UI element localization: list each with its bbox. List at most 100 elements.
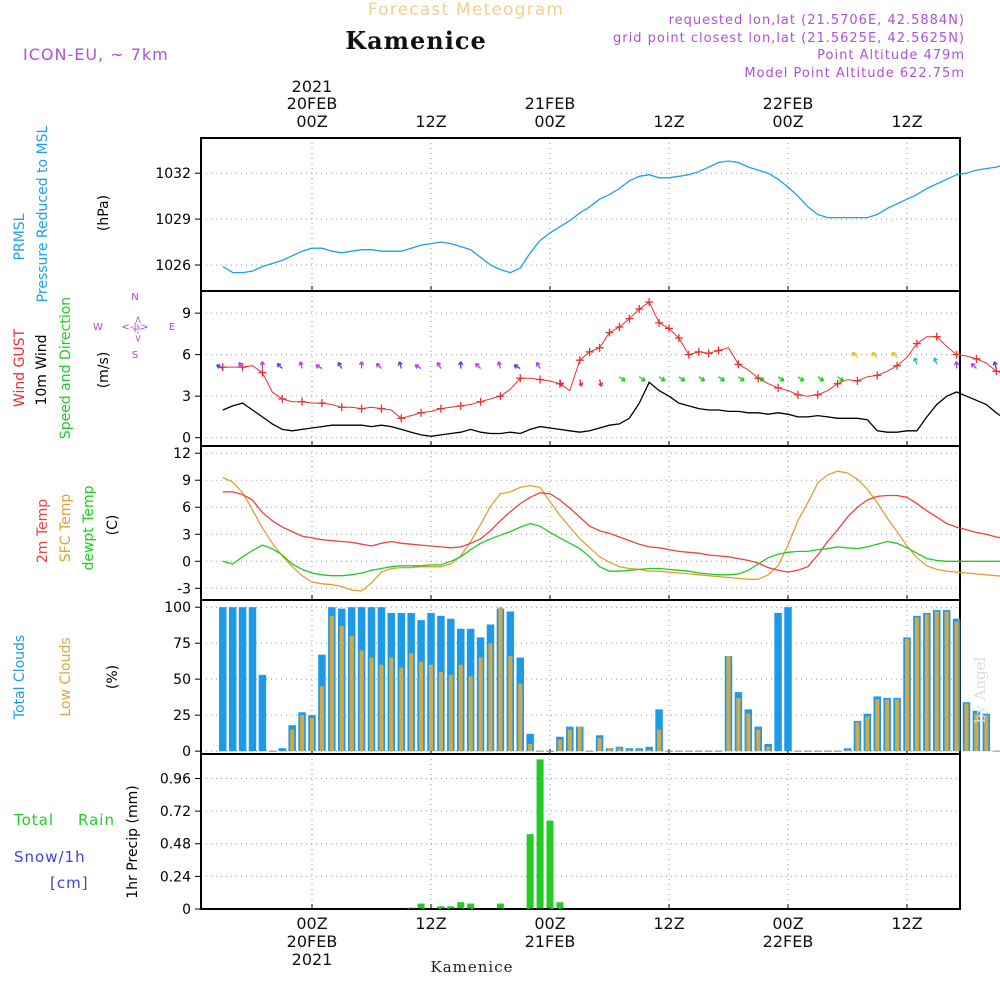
ytick-label: 12 <box>173 446 191 462</box>
low-cloud-bar <box>895 699 900 752</box>
wind-direction-arrow <box>757 376 765 382</box>
ytick-label: 50 <box>173 672 191 688</box>
ytick-label: 6 <box>182 348 191 364</box>
pressure-msl-label: Pressure Reduced to MSL <box>35 125 51 302</box>
compass-n: N <box>131 292 138 303</box>
wind-direction-arrow <box>891 351 898 358</box>
low-cloud-bar <box>875 699 880 752</box>
temp2m-line <box>222 491 1000 573</box>
low-cloud-bar <box>746 713 751 752</box>
arrow-head <box>436 361 442 367</box>
arrow-head <box>315 364 320 369</box>
total-cloud-bar <box>784 607 792 752</box>
arrow-head <box>779 376 785 382</box>
bottom-hour-label: 12Z <box>653 914 684 933</box>
sfc-temp-line <box>222 470 1000 592</box>
total-cloud-bar <box>278 748 286 752</box>
wind-direction-arrow <box>871 351 878 358</box>
clouds-unit: (%) <box>105 665 121 689</box>
low-cloud-bar <box>557 739 562 752</box>
arrow-head <box>375 362 381 368</box>
wind-direction-arrow <box>436 361 442 369</box>
arrow-head <box>298 361 304 366</box>
gust-marker <box>992 367 1000 376</box>
gust-marker <box>417 408 426 417</box>
footer-station: Kamenice <box>431 958 514 976</box>
arrow-head <box>216 364 221 369</box>
dewpt-label: dewpt Temp <box>81 485 97 570</box>
wind-direction-arrow <box>851 351 858 358</box>
total-cloud-bar <box>238 607 247 752</box>
arrow-head <box>397 361 403 366</box>
wind-direction-arrow <box>678 376 686 382</box>
rain-bar <box>457 902 465 909</box>
arrow-head <box>414 364 420 369</box>
requested-coords: requested lon,lat (21.5706E, 42.5884N) <box>669 13 965 28</box>
gust-marker <box>813 390 822 399</box>
wind-direction-arrow <box>913 357 919 365</box>
ytick-label: 100 <box>164 600 191 616</box>
low-cloud-bar <box>399 667 404 752</box>
ytick-label: 9 <box>182 473 191 489</box>
wind-direction-arrow <box>932 357 938 365</box>
low-cloud-bar <box>448 674 453 752</box>
arrow-head <box>496 361 502 366</box>
low-cloud-bar <box>419 661 424 752</box>
gust-marker <box>694 347 703 356</box>
gust-marker <box>655 318 664 327</box>
top-hour-label: 00Z <box>534 112 565 131</box>
low-clouds-label: Low Clouds <box>58 637 74 716</box>
low-cloud-bar <box>409 653 414 752</box>
arrow-head <box>720 376 725 382</box>
rain-bar <box>536 759 544 909</box>
low-cloud-bar <box>567 729 572 752</box>
dewpt-line <box>222 522 1000 577</box>
arrow-head <box>358 361 365 366</box>
wind-direction-arrow <box>658 376 666 382</box>
compass-vertical: <-|-> <box>132 315 143 342</box>
bottom-hour-label: 00Z <box>296 914 327 933</box>
low-cloud-bar <box>329 615 334 752</box>
gust-marker <box>595 343 604 352</box>
wind-direction-arrow <box>298 361 304 369</box>
arrow-head <box>337 361 343 367</box>
bottom-hour-label: 00Z <box>534 914 565 933</box>
total-cloud-bar <box>526 733 534 752</box>
ytick-label: 1026 <box>155 258 191 274</box>
ytick-label: 0 <box>182 744 191 760</box>
ytick-label: 0.24 <box>160 869 191 885</box>
wind-gust-line <box>222 301 1000 419</box>
compass-w: W <box>93 322 103 333</box>
snow-cm-label: [cm] <box>50 874 89 892</box>
gust-marker <box>298 397 307 406</box>
gust-marker <box>793 390 802 399</box>
low-cloud-bar <box>964 703 969 752</box>
compass-s: S <box>132 350 138 361</box>
gust-marker <box>357 404 366 413</box>
top-hour-label: 12Z <box>891 112 922 131</box>
sfc-temp-label: SFC Temp <box>58 494 74 563</box>
low-cloud-bar <box>647 749 652 752</box>
rain-bar <box>526 834 534 909</box>
wind-direction-arrow <box>837 376 844 382</box>
panel-frame <box>200 445 961 601</box>
arrow-head <box>891 351 897 357</box>
arrow-head <box>700 376 706 382</box>
low-cloud-bar <box>389 657 394 752</box>
low-cloud-bar <box>657 729 662 752</box>
wind-direction-arrow <box>475 362 482 369</box>
temp-unit: (C) <box>105 515 121 536</box>
arrow-head <box>640 376 646 382</box>
wind-direction-arrow <box>513 364 521 370</box>
wind-direction-arrow <box>797 376 805 382</box>
gust-marker <box>714 346 723 355</box>
bottom-day-label: 21FEB <box>525 932 576 951</box>
compass-horizontal: <-|-> <box>121 322 148 333</box>
low-cloud-bar <box>726 656 731 752</box>
low-cloud-bar <box>488 643 493 752</box>
low-cloud-bar <box>339 625 344 752</box>
low-cloud-bar <box>518 683 523 752</box>
ytick-label: 25 <box>173 708 191 724</box>
